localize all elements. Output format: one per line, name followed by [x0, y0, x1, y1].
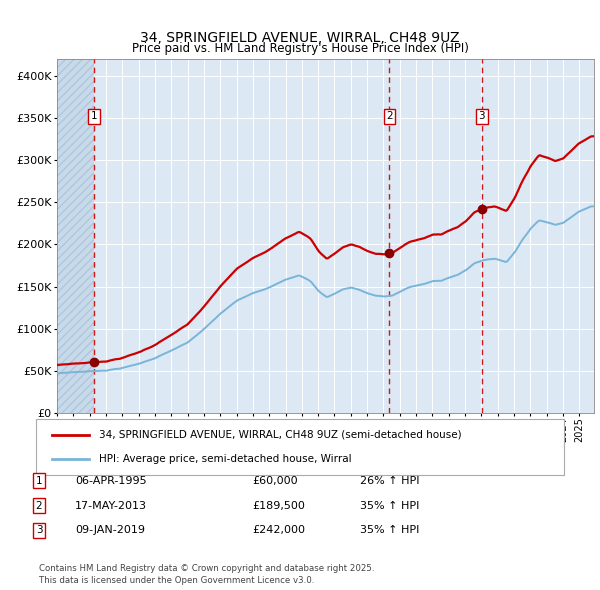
Text: 17-MAY-2013: 17-MAY-2013 — [75, 501, 147, 510]
Text: £60,000: £60,000 — [252, 476, 298, 486]
Text: 34, SPRINGFIELD AVENUE, WIRRAL, CH48 9UZ: 34, SPRINGFIELD AVENUE, WIRRAL, CH48 9UZ — [140, 31, 460, 45]
Text: 3: 3 — [479, 112, 485, 122]
Text: £189,500: £189,500 — [252, 501, 305, 510]
Text: HPI: Average price, semi-detached house, Wirral: HPI: Average price, semi-detached house,… — [100, 454, 352, 464]
Text: 3: 3 — [35, 526, 43, 535]
Text: 35% ↑ HPI: 35% ↑ HPI — [360, 501, 419, 510]
Text: 2: 2 — [386, 112, 393, 122]
Text: 09-JAN-2019: 09-JAN-2019 — [75, 526, 145, 535]
Text: 2: 2 — [35, 501, 43, 510]
Text: Price paid vs. HM Land Registry's House Price Index (HPI): Price paid vs. HM Land Registry's House … — [131, 42, 469, 55]
Text: £242,000: £242,000 — [252, 526, 305, 535]
Text: 1: 1 — [91, 112, 97, 122]
Text: 34, SPRINGFIELD AVENUE, WIRRAL, CH48 9UZ (semi-detached house): 34, SPRINGFIELD AVENUE, WIRRAL, CH48 9UZ… — [100, 430, 462, 440]
Text: 1: 1 — [35, 476, 43, 486]
Text: 26% ↑ HPI: 26% ↑ HPI — [360, 476, 419, 486]
Text: 35% ↑ HPI: 35% ↑ HPI — [360, 526, 419, 535]
Text: Contains HM Land Registry data © Crown copyright and database right 2025.
This d: Contains HM Land Registry data © Crown c… — [39, 564, 374, 585]
Text: 06-APR-1995: 06-APR-1995 — [75, 476, 146, 486]
FancyBboxPatch shape — [36, 419, 564, 475]
